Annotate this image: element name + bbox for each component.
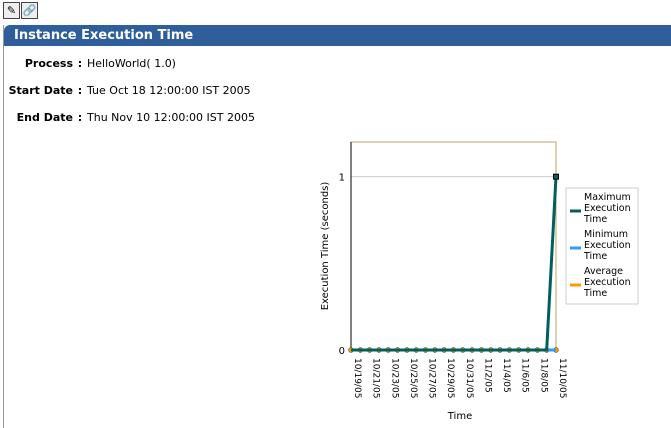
field-label: Process <box>24 57 73 70</box>
legend-label: Time <box>583 214 607 225</box>
legend-label: Execution <box>584 203 631 214</box>
legend-label: Execution <box>584 240 631 251</box>
link-icon[interactable]: 🔗 <box>21 2 38 19</box>
instance-execution-panel: Instance Execution Time <box>3 25 671 428</box>
plot-area <box>350 141 557 351</box>
panel-title: Instance Execution Time <box>4 25 671 46</box>
legend-label: Minimum <box>584 229 628 240</box>
field-value: Thu Nov 10 12:00:00 IST 2005 <box>87 111 255 124</box>
legend-label: Time <box>583 288 607 299</box>
separator: : <box>77 57 83 70</box>
x-tick-label: 10/29/05 <box>445 358 455 398</box>
field-label: End Date <box>16 111 73 124</box>
pencil-icon[interactable]: ✎ <box>3 2 20 19</box>
x-tick-label: 10/31/05 <box>464 358 474 398</box>
x-tick-label: 11/6/05 <box>520 358 530 393</box>
x-tick-label: 10/25/05 <box>408 358 418 398</box>
separator: : <box>77 84 83 97</box>
field-start-date: Start Date: Tue Oct 18 12:00:00 IST 2005 <box>3 84 251 97</box>
series-line <box>351 176 558 352</box>
y-tick-label: 1 <box>339 173 345 184</box>
x-tick-label: 10/19/05 <box>352 358 362 398</box>
x-tick-label: 11/10/05 <box>557 358 567 398</box>
data-point <box>553 173 559 180</box>
x-tick-label: 11/8/05 <box>538 358 548 393</box>
x-tick-label: 11/4/05 <box>501 358 511 393</box>
toolbar: ✎ 🔗 <box>3 2 38 19</box>
field-value: HelloWorld( 1.0) <box>87 57 176 70</box>
x-tick-label: 10/23/05 <box>389 358 399 398</box>
field-end-date: End Date: Thu Nov 10 12:00:00 IST 2005 <box>3 111 255 124</box>
x-axis-label: Time <box>447 411 472 422</box>
y-axis-label: Execution Time (seconds) <box>320 182 331 311</box>
y-tick-label: 0 <box>339 346 345 357</box>
separator: : <box>77 111 83 124</box>
legend-label: Execution <box>584 277 631 288</box>
legend-label: Time <box>583 251 607 262</box>
x-tick-label: 11/2/05 <box>482 358 492 393</box>
x-tick-label: 10/27/05 <box>427 358 437 398</box>
field-label: Start Date <box>8 84 73 97</box>
x-tick-label: 10/21/05 <box>371 358 381 398</box>
field-value: Tue Oct 18 12:00:00 IST 2005 <box>87 84 251 97</box>
field-process: Process: HelloWorld( 1.0) <box>3 57 176 70</box>
legend-label: Average <box>584 266 623 277</box>
legend-label: Maximum <box>584 192 631 203</box>
